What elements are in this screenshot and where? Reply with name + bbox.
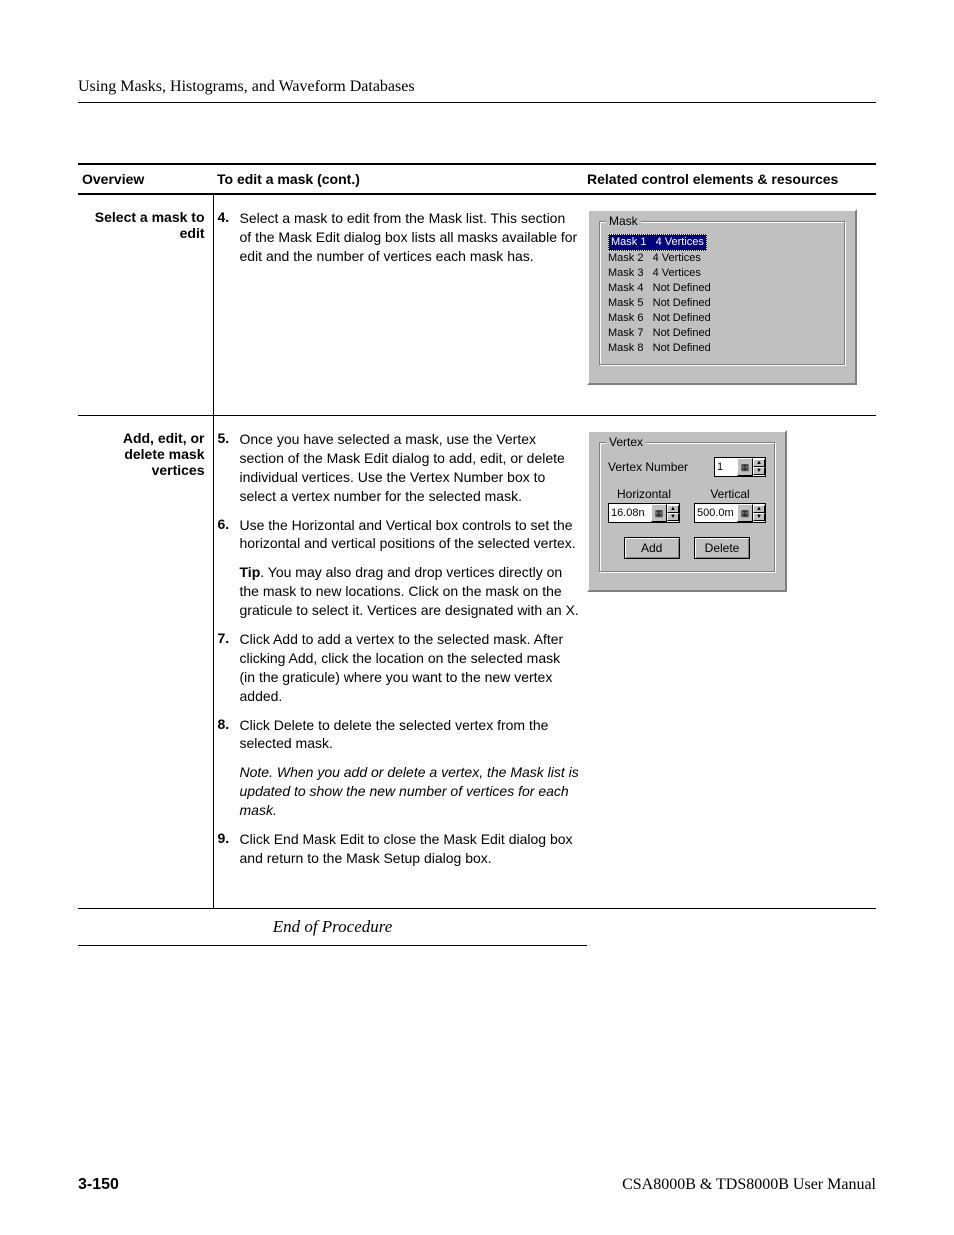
keypad-icon[interactable]: ▦ — [651, 504, 667, 522]
step4-num: 4. — [218, 209, 240, 266]
keypad-icon[interactable]: ▦ — [737, 458, 753, 476]
up-arrow-icon[interactable]: ▲ — [667, 505, 679, 513]
row2-overview: Add, edit, or delete mask vertices — [78, 416, 213, 909]
vertical-input[interactable] — [695, 505, 737, 521]
note-paragraph: Note. When you add or delete a vertex, t… — [240, 763, 580, 820]
row2-steps: 5. Once you have selected a mask, use th… — [213, 416, 583, 909]
step7-num: 7. — [218, 630, 240, 706]
vertex-number-label: Vertex Number — [608, 460, 688, 474]
tip-text: You may also drag and drop vertices dire… — [240, 564, 579, 618]
mask-list-item[interactable]: Mask 2 4 Vertices — [608, 251, 836, 266]
vertical-spin[interactable]: ▦ ▲▼ — [694, 503, 766, 523]
col-related: Related control elements & resources — [583, 164, 876, 194]
up-arrow-icon[interactable]: ▲ — [753, 505, 765, 513]
mask-list-item[interactable]: Mask 8 Not Defined — [608, 341, 836, 356]
horizontal-spin[interactable]: ▦ ▲▼ — [608, 503, 680, 523]
col-steps: To edit a mask (cont.) — [213, 164, 583, 194]
vertex-number-spin[interactable]: ▦ ▲▼ — [714, 457, 766, 477]
step8-num: 8. — [218, 716, 240, 754]
mask-list-item[interactable]: Mask 6 Not Defined — [608, 311, 836, 326]
step5-text: Once you have selected a mask, use the V… — [240, 430, 580, 506]
mask-list[interactable]: Mask 1 4 VerticesMask 2 4 VerticesMask 3… — [608, 234, 836, 356]
vertical-label: Vertical — [694, 487, 766, 501]
page-footer: 3-150 CSA8000B & TDS8000B User Manual — [78, 1176, 876, 1194]
step6-num: 6. — [218, 516, 240, 554]
row1-related: Mask Mask 1 4 VerticesMask 2 4 VerticesM… — [583, 194, 876, 416]
horizontal-input[interactable] — [609, 505, 651, 521]
up-arrow-icon[interactable]: ▲ — [753, 459, 765, 467]
add-button[interactable]: Add — [624, 537, 680, 559]
vertex-group-title: Vertex — [606, 435, 646, 449]
end-of-procedure: End of Procedure — [78, 909, 587, 945]
tip-label: Tip — [240, 564, 261, 580]
step4-text: Select a mask to edit from the Mask list… — [240, 209, 580, 266]
running-header: Using Masks, Histograms, and Waveform Da… — [78, 78, 876, 103]
mask-list-item[interactable]: Mask 1 4 Vertices — [608, 234, 707, 251]
manual-title: CSA8000B & TDS8000B User Manual — [622, 1176, 876, 1194]
down-arrow-icon[interactable]: ▼ — [753, 467, 765, 475]
step8-text: Click Delete to delete the selected vert… — [240, 716, 580, 754]
procedure-table: Overview To edit a mask (cont.) Related … — [78, 163, 876, 909]
mask-list-item[interactable]: Mask 7 Not Defined — [608, 326, 836, 341]
vertex-panel: Vertex Vertex Number ▦ ▲▼ Horizo — [587, 430, 787, 592]
row2-related: Vertex Vertex Number ▦ ▲▼ Horizo — [583, 416, 876, 909]
row1-steps: 4. Select a mask to edit from the Mask l… — [213, 194, 583, 416]
vertex-number-input[interactable] — [715, 459, 737, 475]
step9-text: Click End Mask Edit to close the Mask Ed… — [240, 830, 580, 868]
mask-list-item[interactable]: Mask 5 Not Defined — [608, 296, 836, 311]
step6-text: Use the Horizontal and Vertical box cont… — [240, 516, 580, 554]
mask-group-title: Mask — [606, 214, 641, 228]
col-overview: Overview — [78, 164, 213, 194]
delete-button[interactable]: Delete — [694, 537, 751, 559]
step9-num: 9. — [218, 830, 240, 868]
keypad-icon[interactable]: ▦ — [737, 504, 753, 522]
horizontal-label: Horizontal — [608, 487, 680, 501]
page-number: 3-150 — [78, 1176, 119, 1194]
mask-list-item[interactable]: Mask 4 Not Defined — [608, 281, 836, 296]
step7-text: Click Add to add a vertex to the selecte… — [240, 630, 580, 706]
tip-paragraph: Tip. You may also drag and drop vertices… — [240, 563, 580, 620]
row1-overview: Select a mask to edit — [78, 194, 213, 416]
mask-panel: Mask Mask 1 4 VerticesMask 2 4 VerticesM… — [587, 209, 857, 385]
down-arrow-icon[interactable]: ▼ — [753, 513, 765, 521]
step5-num: 5. — [218, 430, 240, 506]
mask-list-item[interactable]: Mask 3 4 Vertices — [608, 266, 836, 281]
down-arrow-icon[interactable]: ▼ — [667, 513, 679, 521]
